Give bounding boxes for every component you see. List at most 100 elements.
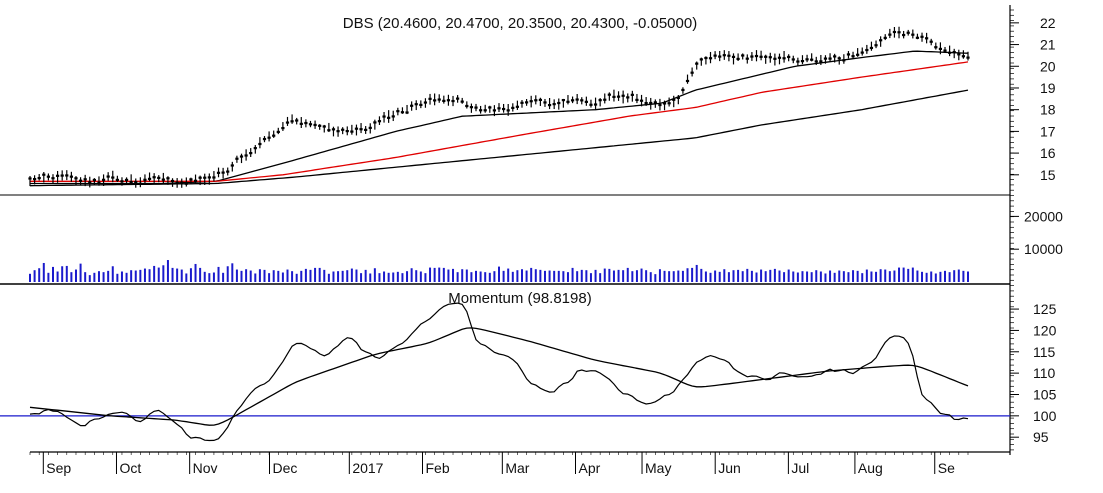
price-bar-body	[639, 99, 644, 102]
price-tick-label: 15	[1040, 167, 1056, 183]
price-bar-body	[649, 101, 653, 105]
price-bar-body	[524, 101, 529, 104]
price-bar-body	[731, 55, 736, 59]
price-bar-body	[915, 36, 920, 39]
price-bar-body	[704, 56, 708, 60]
price-bar-body	[460, 100, 464, 103]
price-bar-body	[672, 98, 676, 101]
price-bar-body	[354, 127, 359, 130]
momentum-average-line	[29, 327, 969, 426]
price-tick-label: 16	[1040, 145, 1056, 161]
price-bar-body	[685, 79, 690, 83]
volume-bars	[29, 260, 969, 282]
momentum-tick-label: 95	[1033, 429, 1049, 445]
price-bar-body	[129, 180, 133, 184]
price-bar-body	[198, 176, 202, 179]
price-tick-label: 19	[1040, 80, 1056, 96]
price-bar-body	[249, 151, 253, 155]
price-bar-body	[253, 147, 257, 150]
price-bar-body	[607, 93, 611, 96]
price-bar-body	[212, 176, 216, 179]
price-bar-body	[60, 174, 64, 177]
price-bar-body	[879, 39, 883, 42]
price-bar-body	[681, 88, 685, 92]
momentum-tick-label: 120	[1033, 322, 1057, 338]
price-bar-body	[538, 98, 542, 102]
price-bar-body	[37, 176, 41, 180]
price-bar-body	[83, 178, 87, 181]
price-bar-body	[759, 55, 763, 58]
price-tick-label: 20	[1040, 58, 1056, 74]
price-bar-body	[368, 126, 372, 129]
price-bar-body	[529, 100, 533, 103]
price-bar-body	[501, 107, 506, 111]
volume-tick-label: 20000	[1024, 208, 1063, 224]
price-bar-body	[791, 58, 795, 61]
price-bar-body	[396, 110, 400, 113]
price-bar-body	[630, 93, 634, 96]
price-bar-body	[285, 121, 290, 124]
price-bar-body	[244, 154, 248, 157]
price-bar-body	[161, 178, 165, 181]
price-tick-label: 17	[1040, 123, 1056, 139]
price-bar-body	[258, 142, 262, 146]
price-bar-body	[400, 111, 405, 114]
price-bar-body	[170, 179, 175, 183]
price-bar-body	[837, 57, 841, 60]
price-bar-body	[276, 130, 280, 134]
price-bar-body	[777, 56, 782, 59]
price-bar-body	[796, 60, 800, 63]
price-bar-body	[405, 111, 409, 114]
price-bar-body	[741, 54, 745, 57]
price-bar-body	[419, 103, 423, 107]
price-bar-body	[888, 33, 892, 36]
price-bar-body	[842, 59, 846, 62]
price-bar-body	[570, 99, 575, 102]
price-tick-label: 18	[1040, 102, 1056, 118]
price-bar-body	[547, 103, 552, 107]
momentum-tick-label: 100	[1033, 408, 1057, 424]
price-bar-body	[860, 51, 864, 54]
price-bar-body	[515, 105, 519, 108]
price-bar-body	[708, 57, 713, 60]
price-bar-body	[722, 54, 726, 57]
price-bar-body	[322, 125, 326, 128]
momentum-title: Momentum (98.8198)	[448, 290, 591, 307]
price-bar-body	[92, 178, 96, 182]
price-bar-body	[952, 50, 956, 54]
price-bar-body	[143, 178, 147, 181]
x-tick-label: Se	[938, 460, 955, 476]
price-bar-body	[55, 174, 60, 177]
price-title: DBS (20.4600, 20.4700, 20.3500, 20.4300,…	[343, 15, 697, 32]
price-bar-body	[626, 96, 630, 99]
price-bar-body	[869, 46, 874, 50]
price-bar-body	[575, 98, 579, 101]
price-bar-body	[101, 178, 106, 181]
price-bar-body	[32, 178, 37, 181]
price-bar-body	[134, 181, 138, 184]
price-bar-body	[299, 122, 303, 125]
price-bar-body	[727, 54, 731, 57]
price-bar-body	[828, 57, 832, 60]
price-bar-body	[469, 106, 474, 109]
price-bar-body	[69, 175, 73, 178]
price-bar-body	[433, 99, 437, 102]
x-tick-label: Apr	[579, 460, 601, 476]
price-tick-label: 22	[1040, 15, 1056, 31]
price-bar-body	[42, 173, 46, 176]
volume-tick-label: 10000	[1024, 241, 1063, 257]
price-bar-body	[745, 57, 749, 60]
price-bar-body	[382, 115, 386, 118]
moving-average-line-2	[30, 61, 969, 182]
price-bar-body	[635, 98, 639, 102]
price-bar-body	[456, 97, 460, 100]
price-bar-body	[120, 180, 124, 183]
price-bar-body	[846, 53, 851, 56]
momentum-tick-label: 105	[1033, 386, 1057, 402]
price-bar-body	[511, 106, 515, 110]
price-bar-body	[966, 56, 970, 59]
x-tick-label: Aug	[858, 460, 883, 476]
price-bar-body	[612, 95, 616, 99]
price-bar-body	[272, 134, 276, 137]
price-bar-body	[111, 176, 115, 179]
